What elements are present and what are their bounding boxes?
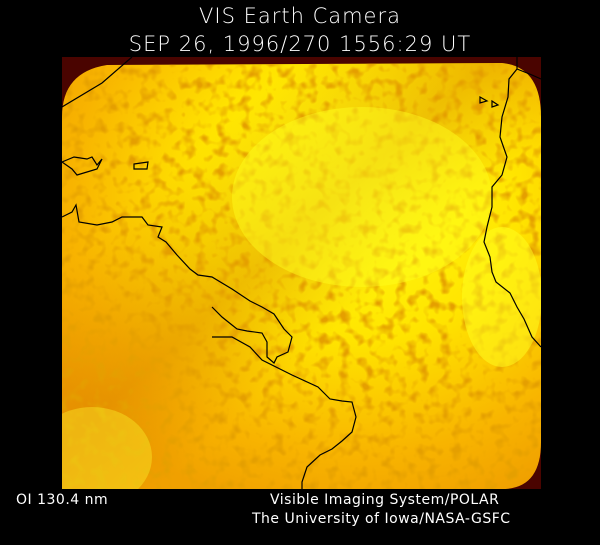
wavelength-label: OI 130.4 nm [16,492,109,508]
instrument-label: Visible Imaging System/POLAR [270,492,500,508]
image-title: VIS Earth Camera [199,4,401,28]
coastline-overlay [62,57,541,489]
earth-image [62,57,541,489]
earth-disk [62,57,541,489]
image-timestamp: SEP 26, 1996/270 1556:29 UT [128,32,472,56]
institution-label: The University of Iowa/NASA-GSFC [252,511,511,527]
